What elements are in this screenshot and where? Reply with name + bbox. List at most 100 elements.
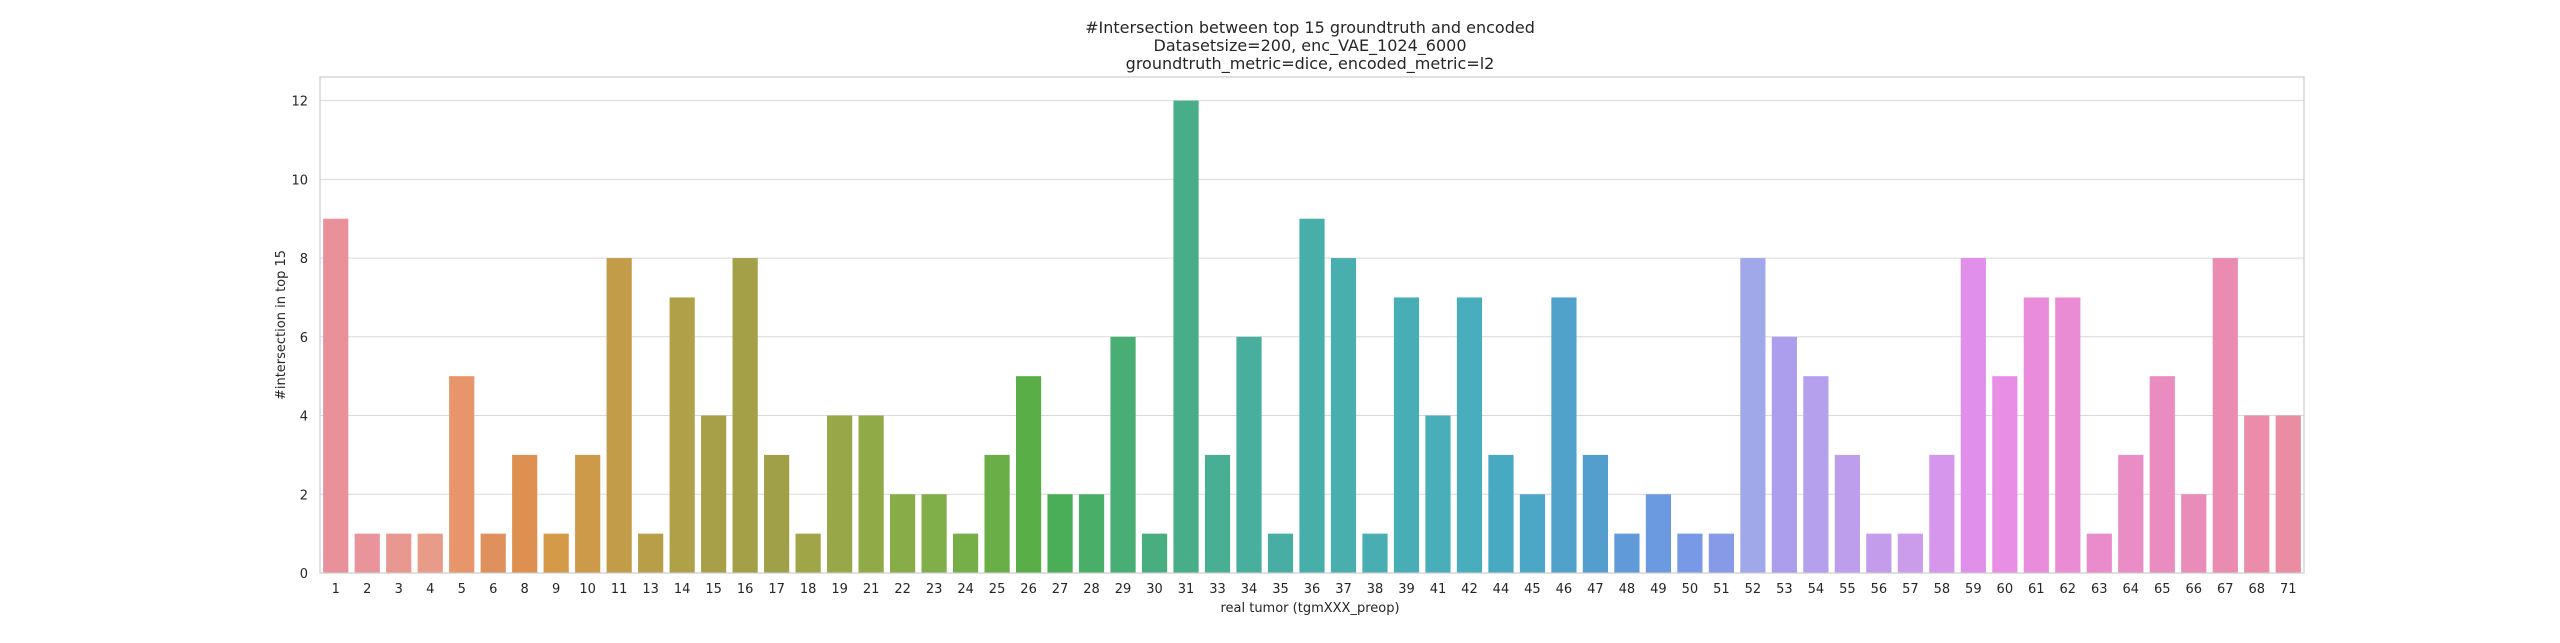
bar-51 [1708,533,1734,573]
x-tick-labels: 1 2 3 4 5 6 8 9 10 11 13 14 15 16 17 18 19 21 22 23 24 25 26 27… [332,582,2297,597]
x-tick-label: 27 [1052,582,1069,597]
x-tick-label: 42 [1461,582,1478,597]
x-tick-label: 59 [1965,582,1982,597]
bar-5 [449,376,475,573]
bar-44 [1488,454,1514,573]
x-tick-label: 46 [1556,582,1573,597]
x-tick-label: 51 [1713,582,1730,597]
bar-49 [1645,494,1672,573]
x-tick-label: 9 [552,582,560,597]
x-tick-label: 50 [1682,582,1699,597]
x-tick-label: 30 [1146,582,1163,597]
bar-62 [2055,297,2081,573]
bar-13 [638,533,664,573]
bar-68 [2244,415,2270,573]
bar-59 [1960,258,1986,573]
bar-65 [2149,376,2175,573]
x-tick-label: 64 [2123,582,2140,597]
chart-title: #Intersection between top 15 groundtruth… [1085,18,1535,74]
x-tick-label: 48 [1619,582,1636,597]
x-tick-label: 35 [1272,582,1289,597]
bar-3 [386,533,412,573]
bar-63 [2086,533,2112,573]
bar-16 [732,258,758,573]
x-tick-label: 13 [642,582,659,597]
bar-4 [417,533,443,573]
bar-39 [1393,297,1420,573]
y-tick-labels: 0 2 4 6 8 10 12 [291,95,308,582]
bar-11 [606,258,632,573]
x-tick-label: 47 [1587,582,1604,597]
bar-67 [2212,258,2238,573]
x-tick-label: 44 [1493,582,1510,597]
x-tick-label: 71 [2280,582,2297,597]
bar-29 [1110,336,1136,573]
bar-46 [1551,297,1577,573]
bar-24 [952,533,979,573]
y-tick-label: 10 [291,173,308,188]
y-tick-label: 2 [300,488,308,503]
x-tick-label: 49 [1650,582,1667,597]
bar-56 [1866,533,1892,573]
bar-48 [1614,533,1640,573]
y-axis-label: #intersection in top 15 [274,250,289,400]
x-tick-label: 14 [674,582,691,597]
bar-61 [2023,297,2049,573]
x-tick-label: 2 [363,582,371,597]
x-tick-label: 63 [2091,582,2108,597]
chart-title-line-3: groundtruth_metric=dice, encoded_metric=… [1126,54,1495,74]
x-tick-label: 37 [1335,582,1352,597]
x-tick-label: 29 [1115,582,1132,597]
bar-57 [1897,533,1923,573]
x-tick-label: 28 [1083,582,1100,597]
bar-10 [575,454,601,573]
bar-34 [1236,336,1262,573]
bar-64 [2118,454,2144,573]
x-tick-label: 68 [2248,582,2265,597]
x-tick-label: 61 [2028,582,2045,597]
bar-36 [1299,218,1325,573]
x-tick-label: 57 [1902,582,1919,597]
x-tick-label: 24 [957,582,974,597]
bars [323,100,2301,573]
x-tick-label: 19 [831,582,848,597]
x-axis-label: real tumor (tgmXXX_preop) [1220,601,1399,616]
chart-title-line-1: #Intersection between top 15 groundtruth… [1085,18,1535,37]
x-tick-label: 38 [1367,582,1384,597]
x-tick-label: 21 [863,582,880,597]
bar-1 [323,218,349,573]
y-tick-label: 8 [300,252,308,267]
bar-54 [1803,376,1829,573]
bar-31 [1173,100,1199,573]
bar-38 [1362,533,1388,573]
bar-55 [1834,454,1860,573]
x-tick-label: 33 [1209,582,1226,597]
bar-35 [1267,533,1294,573]
x-tick-label: 66 [2186,582,2203,597]
x-tick-label: 4 [426,582,434,597]
x-tick-label: 18 [800,582,817,597]
y-tick-label: 12 [291,95,308,110]
y-tick-label: 6 [300,331,308,346]
bar-53 [1771,336,1797,573]
bar-2 [354,533,380,573]
bar-71 [2275,415,2301,573]
x-tick-label: 58 [1934,582,1951,597]
x-tick-label: 39 [1398,582,1415,597]
bar-17 [764,454,790,573]
y-tick-label: 0 [300,567,308,582]
x-tick-label: 26 [1020,582,1037,597]
x-tick-label: 1 [332,582,340,597]
bar-37 [1330,258,1357,573]
bar-25 [984,454,1010,573]
x-tick-label: 11 [611,582,628,597]
x-tick-label: 15 [705,582,722,597]
x-tick-label: 23 [926,582,943,597]
x-tick-label: 45 [1524,582,1541,597]
bar-42 [1456,297,1483,573]
bar-41 [1425,415,1451,573]
x-tick-label: 53 [1776,582,1793,597]
bar-47 [1582,454,1609,573]
x-tick-label: 16 [737,582,754,597]
